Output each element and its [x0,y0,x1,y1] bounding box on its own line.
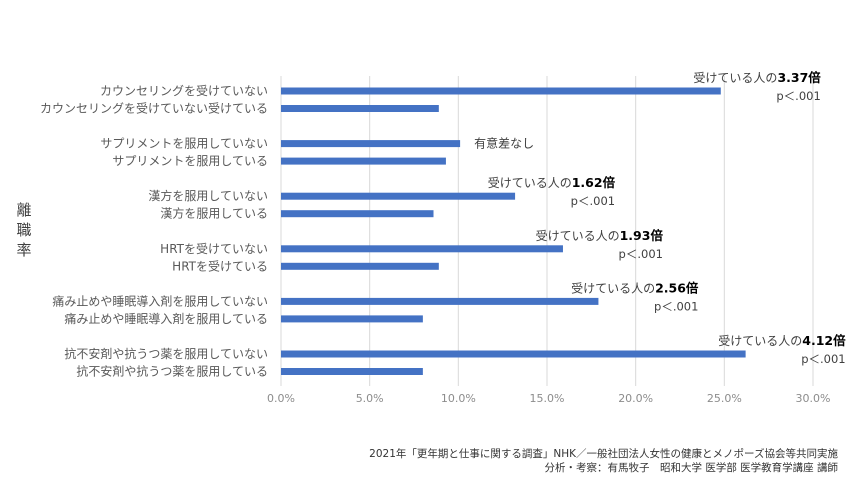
bar [281,297,599,305]
bar [281,87,721,95]
category-label: HRTを受けていない [160,242,268,256]
x-tick-label: 10.0% [441,392,476,405]
bar [281,350,746,358]
category-label: カウンセリングを受けていない [100,84,268,98]
x-tick-label: 25.0% [707,392,742,405]
p-value-annotation: p＜.001 [619,247,663,261]
category-label: 痛み止めや睡眠導入剤を服用していない [52,293,268,308]
ratio-annotation: 受けている人の3.37倍 [693,70,821,85]
category-label: サプリメントを服用していない [100,137,268,151]
x-tick-label: 30.0% [796,392,831,405]
x-tick-label: 20.0% [618,392,653,405]
y-axis-label: 離職率 [14,200,34,260]
category-label: HRTを受けている [172,259,268,273]
bar [281,157,446,165]
footer-source: 2021年「更年期と仕事に関する調査」NHK／一般社団法人女性の健康とメノポーズ… [369,448,838,460]
category-label: カウンセリングを受けていない受けている [40,102,268,116]
no-difference-annotation: 有意差なし [474,136,534,151]
x-tick-label: 15.0% [530,392,565,405]
ratio-annotation: 受けている人の1.62倍 [488,175,616,190]
bar [281,192,516,200]
category-label: サプリメントを服用している [112,154,268,168]
p-value-annotation: p＜.001 [654,299,698,313]
bar [281,262,439,270]
ratio-annotation: 受けている人の4.12倍 [718,333,846,348]
bar [281,368,423,375]
bar [281,140,461,148]
category-label: 抗不安剤や抗うつ薬を服用していない [64,346,268,361]
category-label: 漢方を服用している [160,206,268,221]
x-tick-label: 5.0% [356,392,384,405]
ratio-annotation: 受けている人の2.56倍 [571,280,699,295]
bar [281,245,563,253]
y-axis-label-char: 率 [16,241,32,259]
category-label: 抗不安剤や抗うつ薬を服用している [76,364,268,379]
bar [281,105,439,112]
ratio-annotation: 受けている人の1.93倍 [536,228,664,243]
footer-credit: 分析・考察：有馬牧子 昭和大学 医学部 医学教育学講座 講師 [544,462,838,474]
p-value-annotation: p＜.001 [571,194,615,208]
p-value-annotation: p＜.001 [801,352,845,366]
bar [281,210,434,218]
x-tick-label: 0.0% [267,392,295,405]
category-label: 痛み止めや睡眠導入剤を服用している [64,311,268,326]
y-axis-label-char: 職 [16,221,32,239]
y-axis-label-char: 離 [16,201,32,219]
category-label: 漢方を服用していない [148,188,268,203]
p-value-annotation: p＜.001 [776,89,820,103]
bar [281,315,423,323]
